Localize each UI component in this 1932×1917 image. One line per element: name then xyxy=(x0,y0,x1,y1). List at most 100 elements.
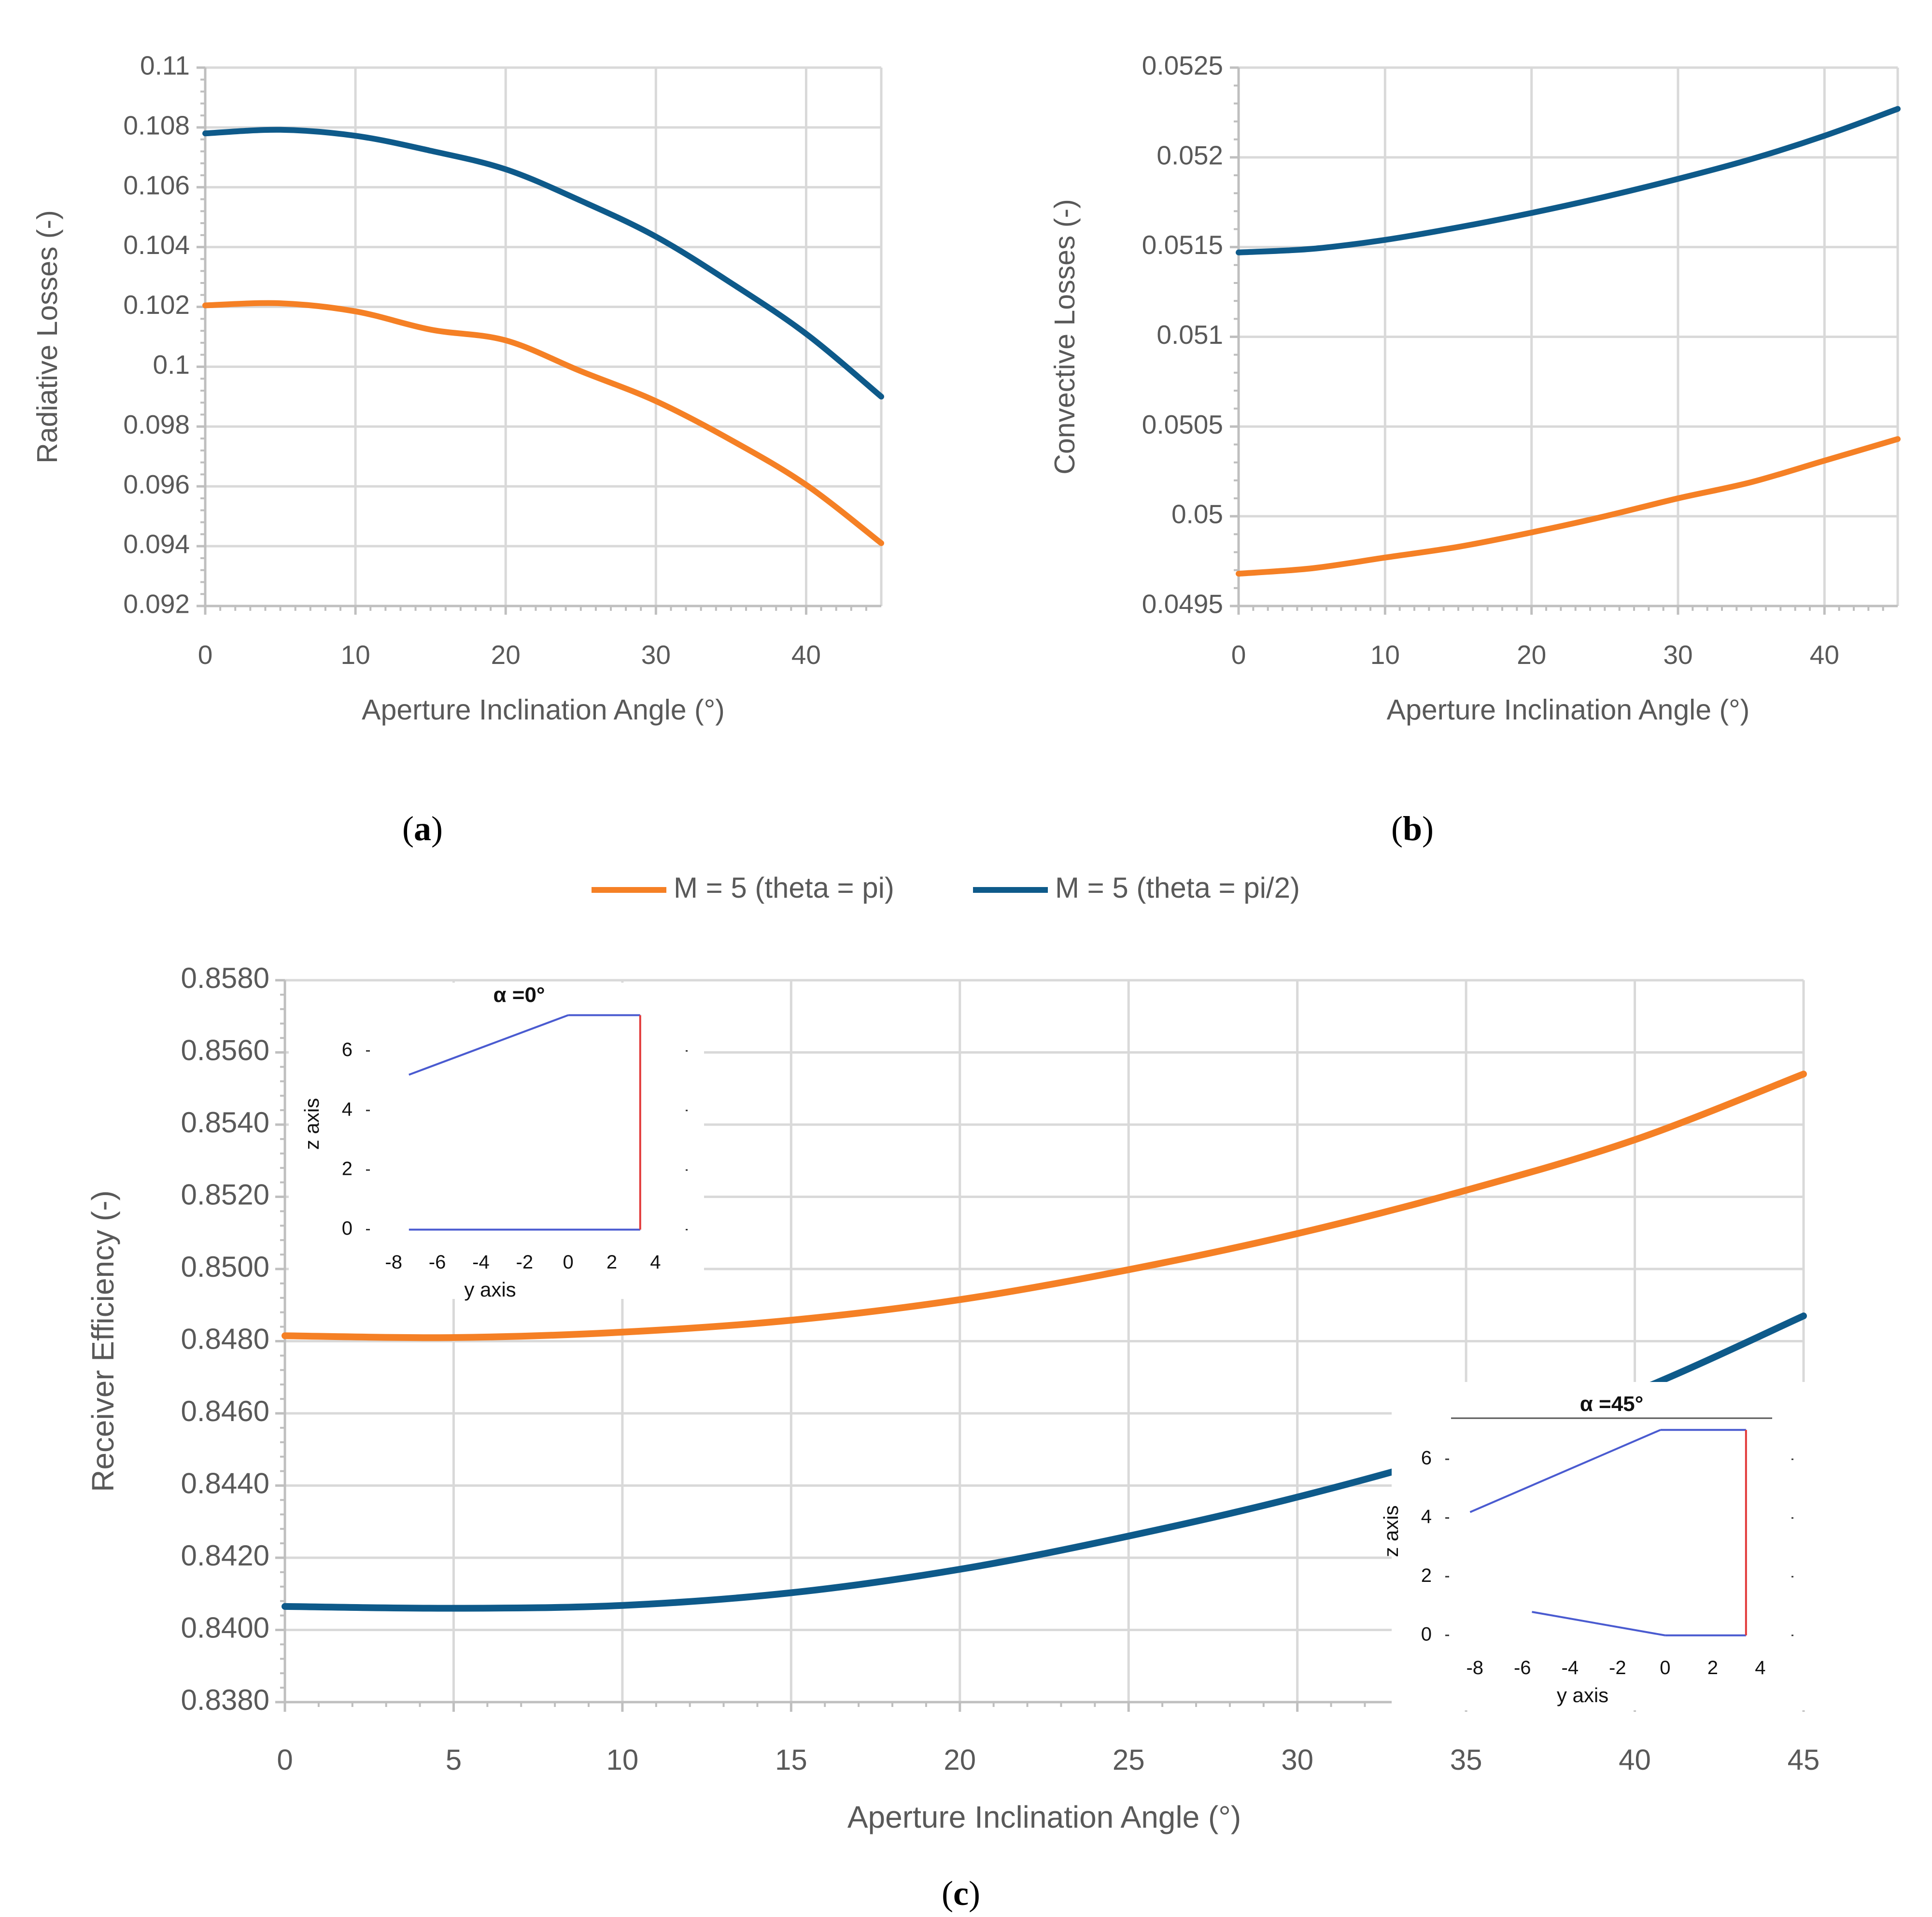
inset-xtick-label: 0 xyxy=(1660,1657,1670,1678)
chart-b-ytick-label: 0.05 xyxy=(1171,499,1223,529)
chart-c-receiver-efficiency: 0.8380 0.8400 0.8420 0.8440 0.8460 0.8480 0.85… xyxy=(85,962,1819,1913)
chart-a-ytick-label: 0.098 xyxy=(123,409,190,439)
chart-c-ytick-label: 0.8480 xyxy=(181,1323,269,1355)
inset-alpha-45: -8 -6 -4 -2 0 2 4 0 2 4 6 y axis z axis α =45° xyxy=(1380,1382,1807,1710)
inset-xtick-label: -6 xyxy=(1514,1657,1531,1678)
inset-ytick-label: 4 xyxy=(1421,1506,1432,1527)
chart-c-ytick-label: 0.8540 xyxy=(181,1106,269,1139)
inset-xtick-label: -4 xyxy=(472,1252,490,1273)
chart-a-series-line-theta-pi-half xyxy=(202,127,884,400)
chart-b-ytick-label: 0.052 xyxy=(1156,140,1223,170)
chart-a-xtick-label: 30 xyxy=(641,640,671,670)
inset-title: α =45° xyxy=(1580,1392,1644,1416)
inset-title: α =0° xyxy=(493,983,545,1007)
chart-b-panel-label: (b) xyxy=(1391,809,1434,848)
inset-geometry-blue xyxy=(409,1014,569,1076)
inset-ytick-label: 6 xyxy=(1421,1448,1432,1469)
chart-c-ytick-label: 0.8560 xyxy=(181,1034,269,1066)
chart-c-xtick-label: 35 xyxy=(1450,1744,1482,1776)
chart-a-xtick-label: 10 xyxy=(341,640,370,670)
chart-a-xtick-label: 0 xyxy=(198,640,213,670)
chart-b-ytick-label: 0.0495 xyxy=(1142,589,1223,619)
inset-xtick-label: 2 xyxy=(1707,1657,1718,1678)
chart-b-x-axis-title: Aperture Inclination Angle (°) xyxy=(1387,694,1750,726)
chart-b-xtick-label: 0 xyxy=(1231,640,1246,670)
chart-a-xtick-label: 40 xyxy=(791,640,821,670)
inset-ytick-label: 4 xyxy=(342,1099,353,1120)
chart-a-ytick-label: 0.11 xyxy=(140,51,190,81)
inset-ytick-label: 2 xyxy=(1421,1565,1432,1586)
inset-y-axis-title: z axis xyxy=(300,1098,323,1150)
chart-b-xtick-label: 20 xyxy=(1517,640,1546,670)
chart-a-ytick-label: 0.094 xyxy=(123,529,190,559)
chart-c-series-line-theta-pi xyxy=(282,1071,1807,1341)
inset-ytick-label: 0 xyxy=(1421,1623,1432,1645)
chart-b-xtick-label: 10 xyxy=(1370,640,1400,670)
chart-c-panel-label: (c) xyxy=(942,1874,980,1913)
legend: M = 5 (theta = pi) M = 5 (theta = pi/2) xyxy=(592,872,1300,904)
inset-ytick-label: 6 xyxy=(342,1039,353,1060)
chart-c-x-axis-title: Aperture Inclination Angle (°) xyxy=(847,1800,1241,1834)
chart-a-radiative-losses: 0.092 0.094 0.096 0.098 0.1 0.102 0.104 0.106 0.… xyxy=(31,51,884,848)
chart-b-series-line-theta-pi xyxy=(1236,436,1901,577)
inset-background xyxy=(1392,1382,1807,1710)
chart-a-ytick-label: 0.1 xyxy=(153,350,190,380)
chart-b-xtick-label: 30 xyxy=(1663,640,1692,670)
inset-xtick-label: -8 xyxy=(1466,1657,1483,1678)
inset-xtick-label: 0 xyxy=(563,1252,574,1273)
chart-b-convective-losses: 0.0495 0.05 0.0505 0.051 0.0515 0.052 0.0525 0 1… xyxy=(1049,51,1901,848)
chart-a-series-line-theta-pi xyxy=(202,300,884,546)
inset-background xyxy=(289,983,704,1299)
chart-c-ytick-label: 0.8520 xyxy=(181,1178,269,1211)
inset-y-axis-title: z axis xyxy=(1380,1505,1402,1557)
chart-c-y-axis-title: Receiver Efficiency (-) xyxy=(85,1190,120,1492)
chart-a-x-axis-title: Aperture Inclination Angle (°) xyxy=(362,694,725,726)
chart-b-ytick-label: 0.0515 xyxy=(1142,230,1223,260)
chart-c-xtick-label: 45 xyxy=(1788,1744,1820,1776)
chart-c-ytick-label: 0.8420 xyxy=(181,1539,269,1572)
chart-c-ytick-label: 0.8380 xyxy=(181,1684,269,1716)
chart-c-xtick-label: 5 xyxy=(446,1744,462,1776)
inset-alpha-0: -8 -6 -4 -2 0 2 4 0 2 4 6 y axis z axis α =0° xyxy=(289,983,704,1301)
chart-c-ytick-label: 0.8500 xyxy=(181,1251,269,1283)
chart-b-xtick-label: 40 xyxy=(1810,640,1839,670)
chart-a-y-axis-title: Radiative Losses (-) xyxy=(31,210,63,464)
chart-a-ytick-label: 0.108 xyxy=(123,110,190,140)
chart-c-xtick-label: 40 xyxy=(1619,1744,1651,1776)
inset-xtick-label: -4 xyxy=(1562,1657,1579,1678)
chart-c-xtick-label: 30 xyxy=(1281,1744,1313,1776)
inset-xtick-label: -2 xyxy=(1609,1657,1626,1678)
inset-xtick-label: 2 xyxy=(606,1252,617,1273)
inset-xtick-label: -8 xyxy=(385,1252,402,1273)
chart-b-series-line-theta-pi-half xyxy=(1236,106,1901,255)
chart-b-ytick-label: 0.051 xyxy=(1156,320,1223,350)
inset-x-axis-title: y axis xyxy=(1557,1684,1608,1706)
inset-geometry-blue xyxy=(1532,1611,1665,1636)
inset-geometry-blue xyxy=(1469,1429,1661,1513)
inset-x-axis-title: y axis xyxy=(464,1278,516,1301)
legend-label-1: M = 5 (theta = pi) xyxy=(674,872,894,904)
chart-b-y-axis-title: Convective Losses (-) xyxy=(1049,199,1081,475)
chart-a-xtick-label: 20 xyxy=(491,640,521,670)
chart-a-ytick-label: 0.092 xyxy=(123,589,190,619)
chart-a-ytick-label: 0.096 xyxy=(123,469,190,499)
inset-xtick-label: -2 xyxy=(516,1252,534,1273)
inset-xtick-label: -6 xyxy=(429,1252,446,1273)
legend-label-2: M = 5 (theta = pi/2) xyxy=(1055,872,1300,904)
chart-c-ytick-label: 0.8440 xyxy=(181,1467,269,1499)
chart-a-ytick-label: 0.102 xyxy=(123,290,190,320)
chart-b-ytick-label: 0.0525 xyxy=(1142,51,1223,81)
chart-c-xtick-label: 15 xyxy=(775,1744,807,1776)
chart-c-xtick-label: 0 xyxy=(277,1744,293,1776)
inset-xtick-label: 4 xyxy=(650,1252,661,1273)
chart-a-ytick-label: 0.106 xyxy=(123,170,190,200)
chart-c-xtick-label: 10 xyxy=(606,1744,639,1776)
chart-b-ytick-label: 0.0505 xyxy=(1142,409,1223,439)
inset-xtick-label: 4 xyxy=(1755,1657,1765,1678)
chart-a-panel-label: (a) xyxy=(402,809,443,848)
chart-c-ytick-label: 0.8400 xyxy=(181,1611,269,1644)
chart-c-ytick-label: 0.8460 xyxy=(181,1395,269,1427)
chart-c-xtick-label: 25 xyxy=(1113,1744,1145,1776)
